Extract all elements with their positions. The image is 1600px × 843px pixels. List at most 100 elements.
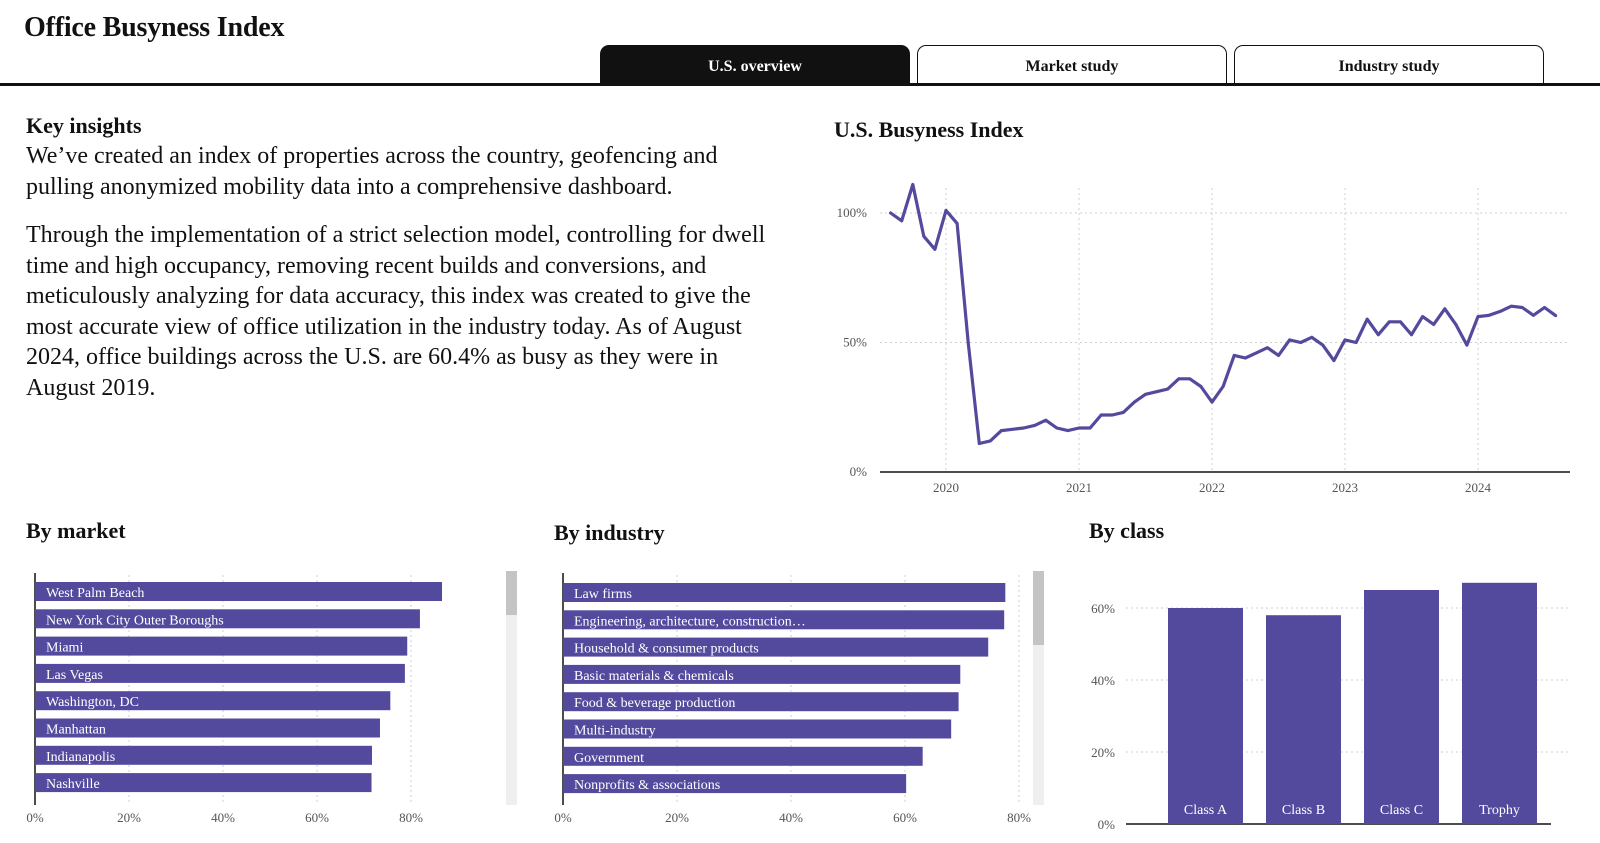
by-industry-bar-label: Engineering, architecture, construction… <box>574 614 806 629</box>
us-busyness-data-point <box>1487 313 1491 317</box>
us-busyness-x-tick: 2021 <box>1066 480 1092 495</box>
key-insights-panel: Key insights We’ve created an index of p… <box>26 113 776 421</box>
us-busyness-data-point <box>1498 310 1502 313</box>
us-busyness-y-tick: 100% <box>837 205 868 220</box>
us-busyness-data-point <box>1387 320 1391 324</box>
us-busyness-data-point <box>955 221 959 225</box>
us-busyness-data-point <box>1288 338 1291 342</box>
us-busyness-data-point <box>1254 351 1258 355</box>
by-industry-scrollbar[interactable] <box>1033 571 1044 805</box>
us-busyness-data-point <box>1121 411 1125 414</box>
by-class-y-tick: 20% <box>1091 745 1115 760</box>
us-busyness-data-point <box>1410 333 1413 337</box>
by-market-bar-label: New York City Outer Boroughs <box>46 613 224 628</box>
by-industry-scrollbar-thumb[interactable] <box>1033 571 1044 645</box>
us-busyness-data-point <box>1033 423 1037 427</box>
by-industry-bar <box>563 692 959 712</box>
key-insights-heading: Key insights <box>26 113 142 138</box>
by-industry-bar <box>563 637 989 657</box>
by-industry-bar-label: Food & beverage production <box>574 696 735 711</box>
by-market-bar <box>35 691 391 711</box>
us-busyness-data-point <box>1088 426 1092 430</box>
by-market-bar <box>35 718 380 738</box>
by-industry-bar <box>563 664 961 684</box>
header-divider <box>0 83 1600 86</box>
us-busyness-data-point <box>1520 306 1524 309</box>
by-industry-x-tick: 0% <box>554 810 572 825</box>
us-busyness-data-point <box>1310 335 1314 339</box>
app-title: Office Busyness Index <box>24 12 285 43</box>
us-busyness-x-tick: 2024 <box>1465 480 1492 495</box>
tab-industry-study[interactable]: Industry study <box>1234 45 1544 83</box>
by-market-bar <box>35 582 443 601</box>
us-busyness-data-point <box>1166 387 1170 391</box>
by-industry-bar-label: Law firms <box>574 587 632 602</box>
by-market-x-tick: 20% <box>117 810 141 825</box>
by-market-bar <box>35 636 408 656</box>
us-busyness-data-point <box>1465 343 1469 347</box>
by-industry-bar-label: Multi-industry <box>574 724 656 739</box>
by-industry-bar-label: Household & consumer products <box>574 642 759 657</box>
us-busyness-data-point <box>1199 385 1203 388</box>
by-industry-bar <box>563 583 1006 602</box>
by-class-bar <box>1266 615 1341 824</box>
by-industry-bar <box>563 774 907 794</box>
by-market-scrollbar-thumb[interactable] <box>506 571 517 615</box>
us-busyness-x-tick: 2020 <box>933 480 959 495</box>
by-class-y-tick: 0% <box>1098 817 1116 832</box>
by-market-bar <box>35 609 420 629</box>
us-busyness-data-point <box>1144 392 1147 396</box>
by-class-bar <box>1462 582 1537 824</box>
insights-paragraph-1: We’ve created an index of properties acr… <box>26 143 718 200</box>
us-busyness-data-point <box>1022 426 1025 430</box>
by-market-x-tick: 80% <box>399 810 423 825</box>
us-busyness-data-point <box>977 442 981 445</box>
by-industry-bar-label: Government <box>574 751 644 766</box>
us-busyness-data-point <box>988 439 992 443</box>
us-busyness-x-tick: 2023 <box>1332 480 1358 495</box>
us-busyness-data-point <box>1332 359 1336 363</box>
tab-us-overview[interactable]: U.S. overview <box>600 45 910 83</box>
tab-market-study[interactable]: Market study <box>917 45 1227 83</box>
us-busyness-data-point <box>1044 418 1048 422</box>
by-industry-x-tick: 60% <box>893 810 917 825</box>
by-industry-title: By industry <box>554 520 665 545</box>
by-class-bar-label: Trophy <box>1479 803 1520 818</box>
by-class-bar-label: Class B <box>1282 803 1325 818</box>
by-market-bar <box>35 663 405 683</box>
by-class-y-tick: 60% <box>1091 601 1115 616</box>
by-market-bar-label: Las Vegas <box>46 668 103 683</box>
by-market-scrollbar[interactable] <box>506 571 517 805</box>
us-busyness-data-point <box>1399 320 1402 324</box>
us-busyness-data-point <box>1110 413 1114 417</box>
by-market-bar <box>35 745 372 765</box>
us-busyness-data-point <box>1155 390 1158 394</box>
us-busyness-data-point <box>966 341 970 344</box>
by-class-y-tick: 40% <box>1091 673 1115 688</box>
by-class-bar <box>1168 608 1243 824</box>
us-busyness-data-point <box>911 183 915 186</box>
us-busyness-data-point <box>1365 317 1369 321</box>
by-market-bar-label: Washington, DC <box>46 695 139 710</box>
us-busyness-data-point <box>1077 426 1081 430</box>
us-busyness-y-tick: 0% <box>850 464 868 479</box>
by-industry-bar <box>563 746 923 766</box>
us-busyness-data-point <box>1099 413 1103 417</box>
us-busyness-data-point <box>1055 426 1059 430</box>
us-busyness-data-point <box>1188 377 1192 381</box>
us-busyness-data-point <box>1354 341 1358 344</box>
us-busyness-data-point <box>1321 343 1325 347</box>
us-busyness-data-point <box>1000 429 1003 432</box>
by-class-title: By class <box>1089 518 1165 543</box>
by-market-x-tick: 60% <box>305 810 329 825</box>
us-busyness-data-point <box>1066 429 1070 432</box>
by-industry-x-tick: 40% <box>779 810 803 825</box>
by-market-x-tick: 40% <box>211 810 235 825</box>
us-busyness-data-point <box>1454 322 1458 326</box>
us-busyness-data-point <box>1554 314 1557 317</box>
us-busyness-data-point <box>1432 322 1436 326</box>
us-busyness-data-point <box>922 234 926 238</box>
